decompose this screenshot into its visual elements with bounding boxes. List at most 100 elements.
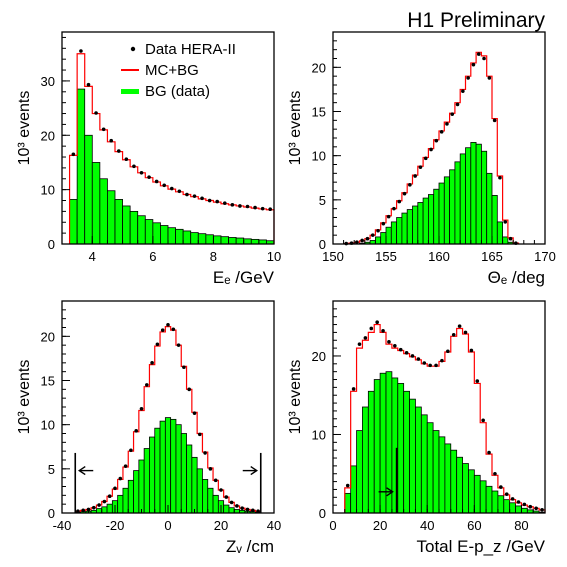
data-point <box>155 342 160 347</box>
bg-bar <box>76 88 86 245</box>
data-point <box>240 506 244 510</box>
y-tick-label: 20 <box>41 128 55 143</box>
data-point <box>510 497 515 501</box>
bg-bar <box>438 436 446 514</box>
x-axis-label: Θₑ /deg <box>488 268 545 287</box>
data-point <box>450 112 455 116</box>
data-point <box>81 508 85 513</box>
bg-bar <box>196 468 203 514</box>
data-point <box>522 502 527 507</box>
data-point <box>416 357 421 361</box>
bg-bar <box>190 232 199 245</box>
data-point <box>461 89 465 93</box>
bg-bar <box>122 205 131 245</box>
bg-bar <box>344 492 352 514</box>
bg-bar <box>133 470 140 514</box>
data-point <box>392 206 396 211</box>
y-axis-label: 10³ events <box>287 91 304 166</box>
y-tick-label: 20 <box>312 349 326 364</box>
y-axis-label: 10³ events <box>16 91 33 166</box>
data-point <box>386 214 391 219</box>
data-point <box>363 336 368 340</box>
bg-bar <box>367 390 375 514</box>
y-axis-label: 10³ events <box>287 360 304 435</box>
data-point <box>393 343 397 348</box>
panels-container: 4 6 8 10 0 10 20 30 10³ events Eₑ /GeV Data HERA-I… <box>16 31 556 556</box>
bg-bar <box>497 495 505 514</box>
bg-bar <box>412 205 419 245</box>
bg-bar <box>149 436 156 514</box>
data-point <box>245 204 250 209</box>
data-point <box>440 358 444 363</box>
data-point <box>418 165 423 169</box>
data-point <box>355 240 359 245</box>
data-point <box>482 56 486 61</box>
x-axis-label: Zᵥ /cm <box>226 537 274 556</box>
data-point <box>213 478 218 483</box>
bg-bar <box>117 494 124 514</box>
data-point <box>215 199 220 204</box>
bg-bar <box>420 414 428 514</box>
data-point <box>466 76 470 80</box>
data-point <box>101 127 106 132</box>
data-point <box>370 233 375 237</box>
data-point <box>229 500 234 505</box>
bg-bar <box>480 150 488 245</box>
bg-bar <box>390 221 397 245</box>
figure-label: H1 Preliminary <box>407 9 545 32</box>
bg-bar <box>443 176 450 245</box>
data-point <box>455 102 460 107</box>
data-point <box>222 201 227 206</box>
data-point <box>365 236 370 241</box>
data-point <box>166 323 170 327</box>
bg-bar <box>228 237 237 245</box>
y-tick-label: 10 <box>312 149 326 164</box>
y-tick-label: 5 <box>48 462 55 477</box>
bg-bar <box>403 390 410 514</box>
data-point <box>434 138 439 143</box>
bg-bar <box>459 153 466 245</box>
bg-bar <box>137 215 146 245</box>
bg-bar <box>167 227 176 245</box>
data-point <box>219 488 223 492</box>
x-tick-label: -20 <box>106 518 125 533</box>
bg-bar <box>417 202 424 245</box>
legend-data-marker <box>130 46 136 52</box>
y-tick-label: 0 <box>48 506 55 521</box>
bg-bar <box>444 443 452 514</box>
bg-bar <box>479 480 487 514</box>
data-point <box>402 191 407 196</box>
bg-bar <box>401 212 408 245</box>
bg-bar <box>491 195 498 245</box>
data-point <box>487 450 491 455</box>
data-point <box>177 189 182 194</box>
data-point <box>154 179 159 184</box>
bg-bar <box>426 422 434 514</box>
data-point <box>376 228 380 233</box>
bg-bar <box>454 161 461 245</box>
bg-bar <box>509 502 516 514</box>
bg-bar <box>438 182 445 245</box>
data-point <box>171 327 176 332</box>
bg-bar <box>114 199 123 245</box>
data-point <box>207 198 212 203</box>
data-point <box>176 343 181 347</box>
bg-bar <box>164 417 172 514</box>
data-point <box>475 379 480 383</box>
x-tick-label: 20 <box>214 518 228 533</box>
bg-bar <box>243 238 252 245</box>
bg-bar <box>212 494 219 514</box>
bg-bar <box>449 169 456 245</box>
bg-bar <box>154 427 161 514</box>
data-point <box>493 471 497 476</box>
x-tick-label: 6 <box>149 249 156 264</box>
bg-bar <box>456 456 463 514</box>
y-tick-label: 20 <box>41 329 55 344</box>
data-point <box>498 175 502 180</box>
bg-bar <box>362 406 369 514</box>
data-point <box>118 476 123 481</box>
bg-bar <box>207 487 214 514</box>
bg-bar <box>235 237 245 245</box>
data-point <box>516 500 521 504</box>
x-tick-label: 8 <box>210 249 217 264</box>
